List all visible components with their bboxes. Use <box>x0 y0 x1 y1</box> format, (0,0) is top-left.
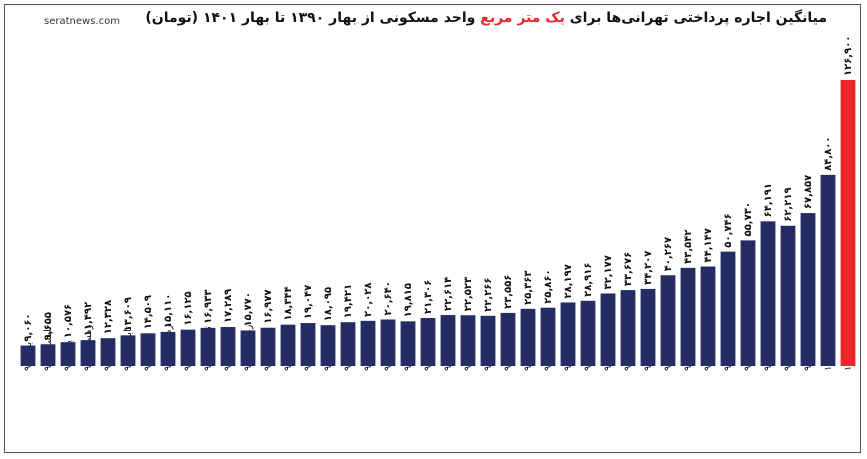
value-label: ۶۷,۸۵۷ <box>803 175 814 209</box>
watermark: seratnews.com <box>44 16 120 27</box>
value-label: ۱۰,۵۷۶ <box>63 304 74 338</box>
value-label: ۲۸,۹۱۶ <box>583 263 594 297</box>
value-label: ۴۳,۵۴۲ <box>683 230 694 264</box>
bar <box>120 335 136 366</box>
bar <box>420 317 436 366</box>
bar <box>140 333 156 366</box>
bar <box>800 213 816 366</box>
bar <box>760 221 776 366</box>
value-label: ۲۲,۶۱۴ <box>443 277 454 311</box>
bar <box>260 327 276 366</box>
value-label: ۱۸,۰۹۵ <box>323 287 334 321</box>
value-label: ۳۳,۶۷۶ <box>623 252 634 286</box>
bar <box>40 344 56 366</box>
value-label: ۱۱,۴۹۲ <box>83 302 94 336</box>
value-label: ۴۰,۲۶۷ <box>663 237 674 271</box>
title-part: میانگین اجاره پرداختی تهرانی‌ها برای <box>564 10 827 26</box>
value-label: ۵۵,۷۳۰ <box>743 202 754 236</box>
value-label: ۱۶,۹۷۷ <box>263 289 274 323</box>
bar <box>200 327 216 366</box>
bar <box>100 338 116 366</box>
bar <box>440 315 456 366</box>
bar <box>280 324 296 366</box>
bar <box>80 340 96 366</box>
value-label: ۱۶,۱۲۵ <box>183 291 194 325</box>
bar <box>340 322 356 366</box>
value-label: ۴۴,۱۴۷ <box>703 228 714 262</box>
value-label: ۲۰,۰۲۸ <box>363 283 374 317</box>
bar <box>720 251 736 366</box>
value-label: ۱۳,۶۰۹ <box>123 297 134 331</box>
bar <box>480 315 496 366</box>
value-label: ۳۴,۲۰۷ <box>643 251 654 285</box>
value-label: ۹,۶۵۵ <box>43 312 54 340</box>
bar <box>180 329 196 366</box>
value-label: ۱۹,۸۱۵ <box>403 283 414 317</box>
value-label: ۲۵,۸۶۰ <box>543 269 554 303</box>
value-label: ۱۸,۳۴۴ <box>283 286 294 320</box>
value-label: ۱۹,۴۲۱ <box>343 284 354 318</box>
bar <box>560 302 576 366</box>
value-label: ۲۲,۵۲۳ <box>463 277 474 311</box>
bar <box>360 320 376 366</box>
value-label: ۱۲۶,۹۰۰ <box>843 36 854 76</box>
bar <box>160 331 176 366</box>
value-label: ۱۹,۰۴۷ <box>303 285 314 319</box>
value-label: ۲۰,۶۴۰ <box>383 281 394 315</box>
title-part: واحد مسکونی از بهار ۱۳۹۰ تا بهار ۱۴۰۱ (ت… <box>145 10 481 26</box>
value-label: ۵۰,۷۴۶ <box>723 213 734 247</box>
value-label: ۱۶,۹۳۳ <box>203 290 214 324</box>
value-label: ۹,۰۶۰ <box>23 313 34 341</box>
bar <box>320 325 336 366</box>
bar <box>460 315 476 366</box>
bar <box>840 80 856 366</box>
bar <box>300 323 316 366</box>
value-label: ۱۵,۱۱۰ <box>163 294 174 328</box>
bar <box>620 290 636 366</box>
value-label: ۶۲,۲۱۹ <box>783 187 794 221</box>
value-label: ۳۲,۱۷۷ <box>603 255 614 289</box>
bar <box>820 174 836 366</box>
bar <box>740 240 756 366</box>
bar <box>660 275 676 366</box>
value-label: ۲۵,۳۶۳ <box>523 271 534 305</box>
bar <box>400 321 416 366</box>
bar <box>700 266 716 366</box>
value-label: ۲۳,۵۵۶ <box>503 275 514 309</box>
bar <box>240 330 256 366</box>
bar <box>640 288 656 366</box>
value-label: ۱۴,۵۰۹ <box>143 295 154 329</box>
bar <box>520 308 536 366</box>
bar <box>220 327 236 366</box>
value-label: ۱۵,۷۷۰ <box>243 292 254 326</box>
bar <box>540 307 556 366</box>
bar <box>20 345 36 366</box>
value-label: ۲۱,۳۰۶ <box>423 280 434 314</box>
frame <box>4 4 861 453</box>
value-label: ۲۲,۲۶۶ <box>483 277 494 311</box>
bar <box>580 300 596 366</box>
bar <box>600 293 616 366</box>
title-highlight: یک متر مربع <box>480 10 565 26</box>
bar <box>60 342 76 366</box>
value-label: ۶۴,۱۹۱ <box>763 183 774 217</box>
bar <box>500 312 516 366</box>
value-label: ۱۲,۳۲۸ <box>103 300 114 334</box>
bar <box>780 225 796 366</box>
value-label: ۲۸,۱۹۷ <box>563 264 574 298</box>
bar <box>680 267 696 366</box>
value-label: ۸۴,۸۰۰ <box>823 137 834 171</box>
bar <box>380 319 396 366</box>
chart-title: میانگین اجاره پرداختی تهرانی‌ها برای یک … <box>145 10 827 26</box>
value-label: ۱۷,۲۸۹ <box>223 289 234 323</box>
